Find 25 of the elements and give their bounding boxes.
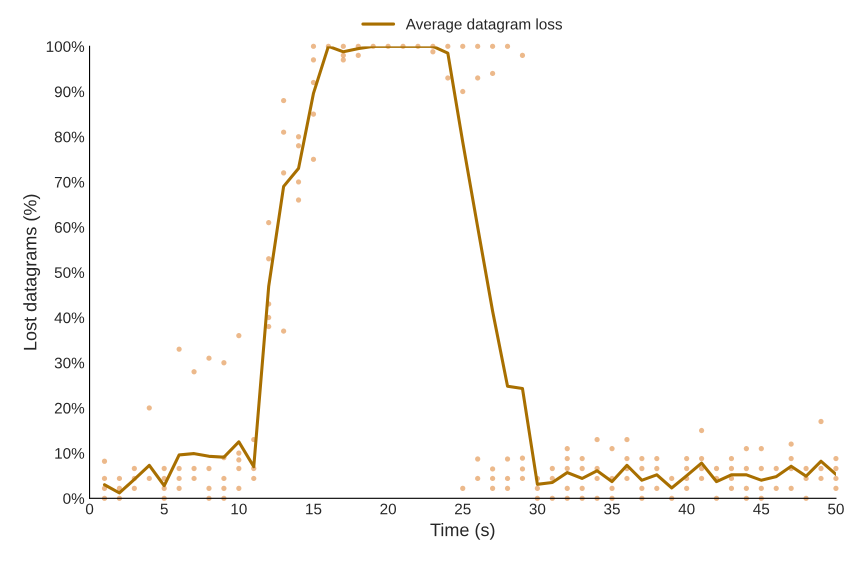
y-tick-label: 70% — [54, 176, 84, 188]
legend-label: Average datagram loss — [406, 18, 562, 33]
y-tick-label: 30% — [54, 358, 84, 368]
y-tick-label: 80% — [54, 132, 84, 142]
y-tick-label: 50% — [54, 267, 84, 278]
x-tick-label: 5 — [160, 504, 168, 514]
x-tick-label: 40 — [678, 504, 695, 514]
x-tick-label: 20 — [380, 504, 396, 514]
x-tick-label: 35 — [604, 504, 620, 514]
y-axis-title: Lost datagrams (%) — [23, 194, 40, 350]
x-axis-title: Time (s) — [430, 522, 494, 540]
x-tick-label: 0 — [86, 504, 94, 514]
y-tick-label: 100% — [46, 41, 84, 52]
y-tick-label: 20% — [54, 402, 84, 414]
x-tick-label: 15 — [306, 504, 322, 514]
x-tick-label: 30 — [529, 504, 546, 514]
x-tick-label: 45 — [753, 504, 770, 514]
y-tick-label: 10% — [55, 448, 84, 459]
y-tick-label: 90% — [54, 86, 84, 98]
y-tick-label: 0% — [63, 493, 84, 504]
y-tick-label: 40% — [54, 312, 84, 324]
x-tick-label: 50 — [828, 504, 844, 514]
y-tick-label: 60% — [54, 222, 84, 233]
x-tick-label: 10 — [232, 504, 247, 514]
x-tick-label: 25 — [455, 504, 471, 514]
